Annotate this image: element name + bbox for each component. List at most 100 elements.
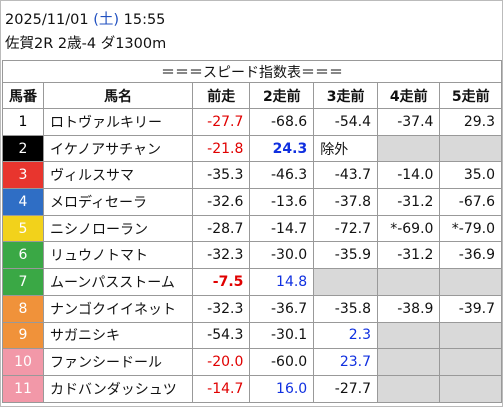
speed-index: -60.0 [249,348,315,376]
horse-row: 6 リュウノトマト -32.3 -30.0 -35.9 -31.2 -36.9 [2,241,502,270]
column-header: 馬番 [2,82,44,109]
speed-index: -20.0 [192,348,251,376]
speed-index: -14.7 [249,214,315,243]
horse-number: 9 [2,321,44,350]
speed-index: -14.7 [192,374,251,403]
speed-index: -21.8 [192,134,251,163]
speed-index: -36.9 [439,241,502,270]
speed-index: *-79.0 [439,214,502,243]
horse-row: 7 ムーンパスストーム -7.5 14.8 [2,268,502,296]
empty-cell [313,268,379,296]
speed-index: -36.7 [249,294,315,323]
speed-index: 24.3 [249,134,315,163]
speed-index: -30.0 [249,241,315,270]
speed-index: 除外 [313,134,379,163]
empty-cell [377,348,441,376]
speed-index: -32.3 [192,241,251,270]
empty-cell [439,348,502,376]
speed-index: 14.8 [249,268,315,296]
speed-table: ＝＝＝スピード指数表＝＝＝ 馬番 馬名 前走 2走前 3走前 4走前 5走前 1 ロトヴァルキリー… [2,60,502,403]
horse-row: 2 イケノアサチャン -21.8 24.3 除外 [2,134,502,163]
speed-index: -67.6 [439,188,502,216]
speed-index: 16.0 [249,374,315,403]
column-header: 5走前 [439,82,502,109]
horse-name: ヴィルスサマ [42,161,194,190]
speed-index: -35.9 [313,241,379,270]
speed-index: 2.3 [313,321,379,350]
horse-name: リュウノトマト [42,241,194,270]
speed-index: -72.7 [313,214,379,243]
horse-name: ロトヴァルキリー [42,108,194,136]
empty-cell [439,321,502,350]
empty-cell [439,134,502,163]
horse-name: ナンゴクイイネット [42,294,194,323]
horse-name: ニシノローラン [42,214,194,243]
horse-row: 5 ニシノローラン -28.7 -14.7 -72.7 *-69.0 *-79.0 [2,214,502,243]
empty-cell [439,268,502,296]
horse-name: イケノアサチャン [42,134,194,163]
speed-index: -7.5 [192,268,251,296]
speed-index: -68.6 [249,108,315,136]
speed-index: -37.8 [313,188,379,216]
horse-row: 11 カドバンダッシュツ -14.7 16.0 -27.7 [2,374,502,403]
horse-row: 10 ファンシードール -20.0 -60.0 23.7 [2,348,502,376]
date: 2025/11/01 [5,12,89,28]
speed-index: -39.7 [439,294,502,323]
horse-number: 2 [2,134,44,163]
speed-index: -28.7 [192,214,251,243]
horse-number: 8 [2,294,44,323]
race-line: 佐賀2R 2歳-4 ダ1300m [5,36,167,52]
speed-index: -31.2 [377,241,441,270]
horse-row: 4 メロディセーラ -32.6 -13.6 -37.8 -31.2 -67.6 [2,188,502,216]
speed-index: *-69.0 [377,214,441,243]
column-header: 3走前 [313,82,379,109]
time: 15:55 [123,12,166,28]
speed-index: 23.7 [313,348,379,376]
horse-name: サガニシキ [42,321,194,350]
horse-row: 8 ナンゴクイイネット -32.3 -36.7 -35.8 -38.9 -39.7 [2,294,502,323]
horse-number: 4 [2,188,44,216]
speed-index: -14.0 [377,161,441,190]
speed-index: -13.6 [249,188,315,216]
horse-name: ファンシードール [42,348,194,376]
empty-cell [377,321,441,350]
horse-number: 5 [2,214,44,243]
empty-cell [377,268,441,296]
horse-name: カドバンダッシュツ [42,374,194,403]
speed-index: -27.7 [192,108,251,136]
column-header: 4走前 [377,82,441,109]
horse-row: 1 ロトヴァルキリー -27.7 -68.6 -54.4 -37.4 29.3 [2,108,502,136]
speed-index: -32.6 [192,188,251,216]
date-line: 2025/11/01 (土) 15:55 [5,8,165,29]
horse-number: 11 [2,374,44,403]
speed-index: -30.1 [249,321,315,350]
header-row: 馬番 馬名 前走 2走前 3走前 4走前 5走前 [2,82,502,109]
empty-cell [377,374,441,403]
horse-number: 7 [2,268,44,296]
speed-index: -38.9 [377,294,441,323]
horse-name: メロディセーラ [42,188,194,216]
speed-index: -54.3 [192,321,251,350]
speed-index: -37.4 [377,108,441,136]
horse-number: 10 [2,348,44,376]
horse-row: 9 サガニシキ -54.3 -30.1 2.3 [2,321,502,350]
empty-cell [439,374,502,403]
speed-index: -35.3 [192,161,251,190]
empty-cell [377,134,441,163]
weekday: (土) [93,12,120,28]
title-row: ＝＝＝スピード指数表＝＝＝ [2,60,502,83]
speed-index: 29.3 [439,108,502,136]
column-header: 2走前 [249,82,315,109]
horse-name: ムーンパスストーム [42,268,194,296]
speed-index: -35.8 [313,294,379,323]
speed-index: -46.3 [249,161,315,190]
horse-number: 3 [2,161,44,190]
horse-number: 6 [2,241,44,270]
horse-number: 1 [2,108,44,136]
speed-index: -54.4 [313,108,379,136]
column-header: 前走 [192,82,251,109]
horse-row: 3 ヴィルスサマ -35.3 -46.3 -43.7 -14.0 35.0 [2,161,502,190]
speed-index: -31.2 [377,188,441,216]
table-title: ＝＝＝スピード指数表＝＝＝ [2,60,502,83]
